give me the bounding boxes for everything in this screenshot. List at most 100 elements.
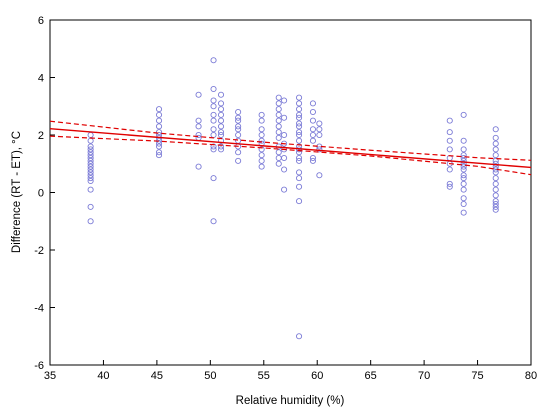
data-point [210, 175, 217, 182]
data-point [460, 163, 467, 170]
data-point [87, 143, 94, 150]
regression-line [49, 127, 532, 169]
x-tick-label: 45 [151, 370, 163, 382]
data-point [217, 91, 225, 98]
data-point [210, 97, 217, 104]
data-point [87, 152, 94, 159]
data-point [210, 111, 217, 118]
data-point [281, 97, 288, 104]
data-point [87, 218, 94, 225]
data-point [195, 91, 202, 98]
data-point [492, 192, 499, 199]
data-point [492, 146, 499, 153]
data-point [155, 140, 163, 147]
data-point [87, 149, 94, 156]
data-point [87, 154, 94, 162]
data-point [217, 146, 225, 153]
y-tick-label: -2 [34, 245, 44, 257]
data-point [217, 129, 225, 136]
data-point [460, 175, 467, 182]
data-point [275, 106, 282, 113]
data-point [492, 134, 499, 141]
data-point [258, 146, 265, 153]
data-point [210, 57, 217, 64]
points-layer [87, 57, 499, 340]
data-point [235, 117, 242, 124]
data-point [309, 108, 316, 116]
data-point [492, 180, 499, 187]
data-point [87, 175, 94, 182]
x-tick-label: 80 [525, 370, 537, 382]
data-point [155, 152, 163, 159]
data-point [275, 100, 282, 107]
data-point [460, 186, 467, 193]
data-point [309, 131, 316, 139]
data-point [210, 126, 217, 133]
data-point [281, 166, 288, 173]
data-point [235, 108, 242, 116]
data-point [309, 126, 316, 133]
data-point [275, 111, 282, 118]
y-tick-label: 2 [38, 130, 44, 142]
data-point [460, 157, 467, 164]
data-point [258, 157, 265, 164]
data-point [492, 186, 499, 193]
data-point [210, 103, 217, 110]
y-tick-label: 4 [38, 73, 44, 85]
data-point [492, 206, 499, 213]
data-point [281, 114, 288, 121]
confidence-lower-line [49, 135, 532, 176]
data-point [460, 209, 467, 216]
data-point [87, 172, 94, 179]
data-point [296, 129, 303, 136]
data-point [296, 183, 303, 190]
data-point [296, 94, 303, 101]
data-point [492, 175, 499, 182]
data-point [492, 126, 499, 133]
data-point [217, 100, 225, 107]
lines-layer [49, 120, 532, 176]
data-point [460, 111, 467, 118]
data-point [296, 131, 303, 139]
data-point [210, 143, 217, 150]
data-point [217, 123, 225, 130]
data-point [235, 157, 242, 164]
data-point [258, 111, 265, 118]
y-tick-label: 0 [38, 188, 44, 200]
data-point [460, 152, 467, 159]
data-point [258, 126, 265, 133]
data-point [155, 111, 163, 118]
ticks-layer: 35 40 45 50 55 60 65 70 75 80 -6 -4 -2 0 2 4 6 [34, 15, 537, 382]
data-point [275, 149, 282, 156]
data-point [316, 146, 323, 153]
data-point [316, 126, 323, 133]
data-point [235, 149, 242, 156]
y-axis-title: Difference (RT - ET), °C [11, 131, 23, 253]
data-point [296, 149, 303, 156]
data-point [296, 120, 303, 127]
data-point [258, 117, 265, 124]
data-point [296, 106, 303, 113]
data-point [87, 160, 94, 167]
data-point [235, 126, 242, 133]
plot-frame [49, 19, 532, 366]
y-tick-label: -6 [34, 360, 44, 372]
data-point [258, 131, 265, 139]
data-point [446, 146, 453, 153]
data-point [296, 111, 303, 118]
x-tick-label: 70 [418, 370, 430, 382]
data-point [309, 137, 316, 144]
data-point [210, 146, 217, 153]
data-point [316, 131, 323, 139]
data-point [235, 114, 242, 121]
data-point [258, 152, 265, 159]
data-point [195, 117, 202, 124]
data-point [492, 200, 499, 208]
data-point [281, 131, 288, 139]
data-point [87, 166, 94, 173]
y-tick-label: 6 [38, 15, 44, 27]
data-point [281, 154, 288, 162]
data-point [309, 117, 316, 124]
data-point [460, 180, 467, 187]
data-point [296, 154, 303, 162]
